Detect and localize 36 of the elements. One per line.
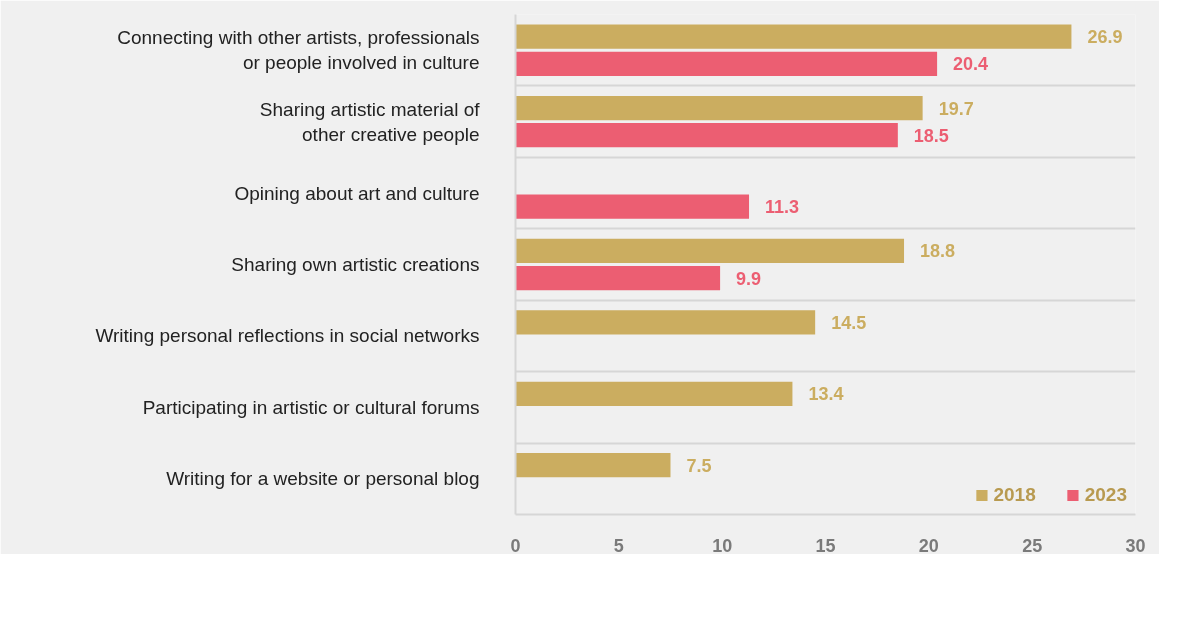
x-tick-label: 0: [510, 535, 521, 556]
bar: [515, 453, 671, 478]
bar: [515, 265, 721, 291]
y-tick-label: Sharing artistic material of other creative people: [259, 98, 481, 145]
x-tick-label: 25: [1022, 535, 1043, 556]
x-tick-label: 5: [613, 535, 624, 556]
bar: [515, 381, 793, 406]
y-tick-label: Writing personal reflections in social networks: [95, 325, 480, 347]
x-tick-label: 30: [1125, 535, 1146, 556]
bar: [515, 24, 1072, 49]
bar: [515, 51, 938, 76]
data-label: 7.5: [686, 455, 712, 476]
data-label: 20.4: [953, 54, 989, 75]
x-tick-label: 10: [712, 535, 733, 556]
y-tick-label: Writing for a website or personal blog: [166, 468, 480, 490]
bar: [515, 310, 816, 335]
y-tick-label: Participating in artistic or cultural forums: [142, 396, 480, 418]
bar: [515, 95, 923, 121]
bar: [515, 238, 905, 264]
bar: [515, 123, 898, 148]
legend-label: 2018: [993, 484, 1036, 506]
data-label: 14.5: [831, 312, 867, 333]
data-label: 26.9: [1087, 27, 1123, 48]
data-label: 18.5: [913, 125, 949, 146]
data-label: 9.9: [736, 268, 762, 289]
y-tick-label: Sharing own artistic creations: [231, 254, 480, 275]
data-label: 13.4: [808, 384, 844, 405]
data-label: 18.8: [920, 241, 956, 262]
y-tick-label: Connecting with other artists, professionals or people involved in culture: [117, 27, 480, 74]
x-tick-label: 15: [815, 535, 836, 556]
legend-label: 2023: [1084, 484, 1127, 506]
data-label: 11.3: [765, 197, 800, 218]
data-label: 19.7: [938, 98, 974, 119]
y-tick-label: Opining about art and culture: [234, 182, 480, 204]
bar: [515, 194, 750, 219]
x-tick-label: 20: [918, 535, 939, 556]
